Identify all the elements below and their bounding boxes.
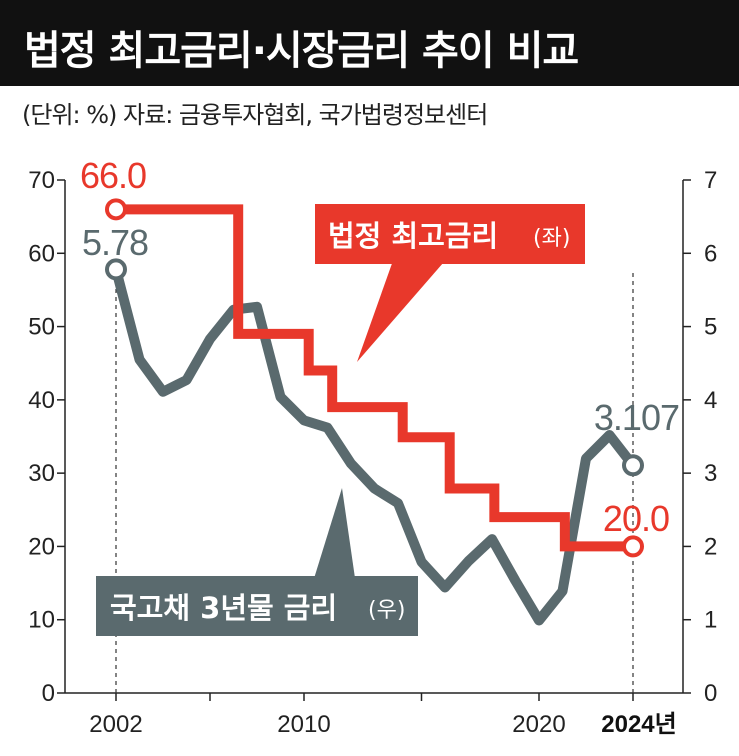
- red-legend-axis-note: (좌): [533, 226, 570, 251]
- x-tick-label: 2020: [512, 711, 565, 738]
- guide-lines: [115, 270, 634, 693]
- left-tick-label: 20: [28, 533, 55, 560]
- right-tick-label: 3: [704, 460, 717, 487]
- red-legend-pointer: [357, 255, 450, 362]
- gray-series-line: [111, 268, 637, 626]
- red-end-value: 20.0: [603, 498, 669, 539]
- red-legend-box: [315, 204, 585, 264]
- left-tick-label: 40: [28, 387, 55, 414]
- left-tick-label: 10: [28, 607, 55, 634]
- gray-legend-label: 국고채 3년물 금리: [110, 591, 337, 625]
- title-bar: 법정 최고금리·시장금리 추이 비교: [0, 0, 739, 86]
- chart-title: 법정 최고금리·시장금리 추이 비교: [24, 28, 579, 74]
- gray-legend-pointer: [312, 488, 356, 585]
- gray-legend-box: [96, 576, 418, 636]
- red-series-line: [116, 204, 633, 552]
- x-tick-label: 2010: [277, 711, 330, 738]
- red-legend-label: 법정 최고금리: [328, 219, 498, 253]
- series-group: 66.0 20.0 5.78 3.107: [80, 155, 680, 626]
- x-axis: 2002 2010 2020 2024년: [65, 692, 683, 738]
- right-tick-label: 4: [704, 387, 717, 414]
- gray-start-value: 5.78: [82, 222, 148, 263]
- red-start-marker: [105, 198, 127, 221]
- right-tick-label: 7: [704, 167, 717, 194]
- red-start-value: 66.0: [80, 155, 146, 196]
- left-tick-label: 30: [28, 460, 55, 487]
- right-tick-label: 1: [704, 607, 717, 634]
- left-tick-label: 70: [28, 167, 55, 194]
- red-end-marker: [622, 535, 644, 558]
- gray-end-marker: [622, 454, 644, 477]
- left-tick-label: 0: [42, 680, 55, 707]
- gray-legend-axis-note: (우): [368, 598, 405, 623]
- gray-start-marker: [105, 258, 127, 281]
- right-axis: 0 1 2 3 4 5 6 7: [682, 167, 717, 707]
- source-note: (단위: %) 자료: 금융투자협회, 국가법령정보센터: [22, 101, 488, 129]
- right-tick-label: 6: [704, 240, 717, 267]
- gray-end-value: 3.107: [594, 397, 679, 438]
- right-tick-label: 0: [704, 680, 717, 707]
- left-tick-label: 50: [28, 314, 55, 341]
- x-tick-label: 2002: [89, 711, 142, 738]
- left-axis: 0 10 20 30 40 50 60 70: [28, 167, 66, 707]
- right-tick-label: 5: [704, 314, 717, 341]
- left-tick-label: 60: [28, 240, 55, 267]
- x-tick-label: 2024년: [601, 711, 676, 738]
- right-tick-label: 2: [704, 533, 717, 560]
